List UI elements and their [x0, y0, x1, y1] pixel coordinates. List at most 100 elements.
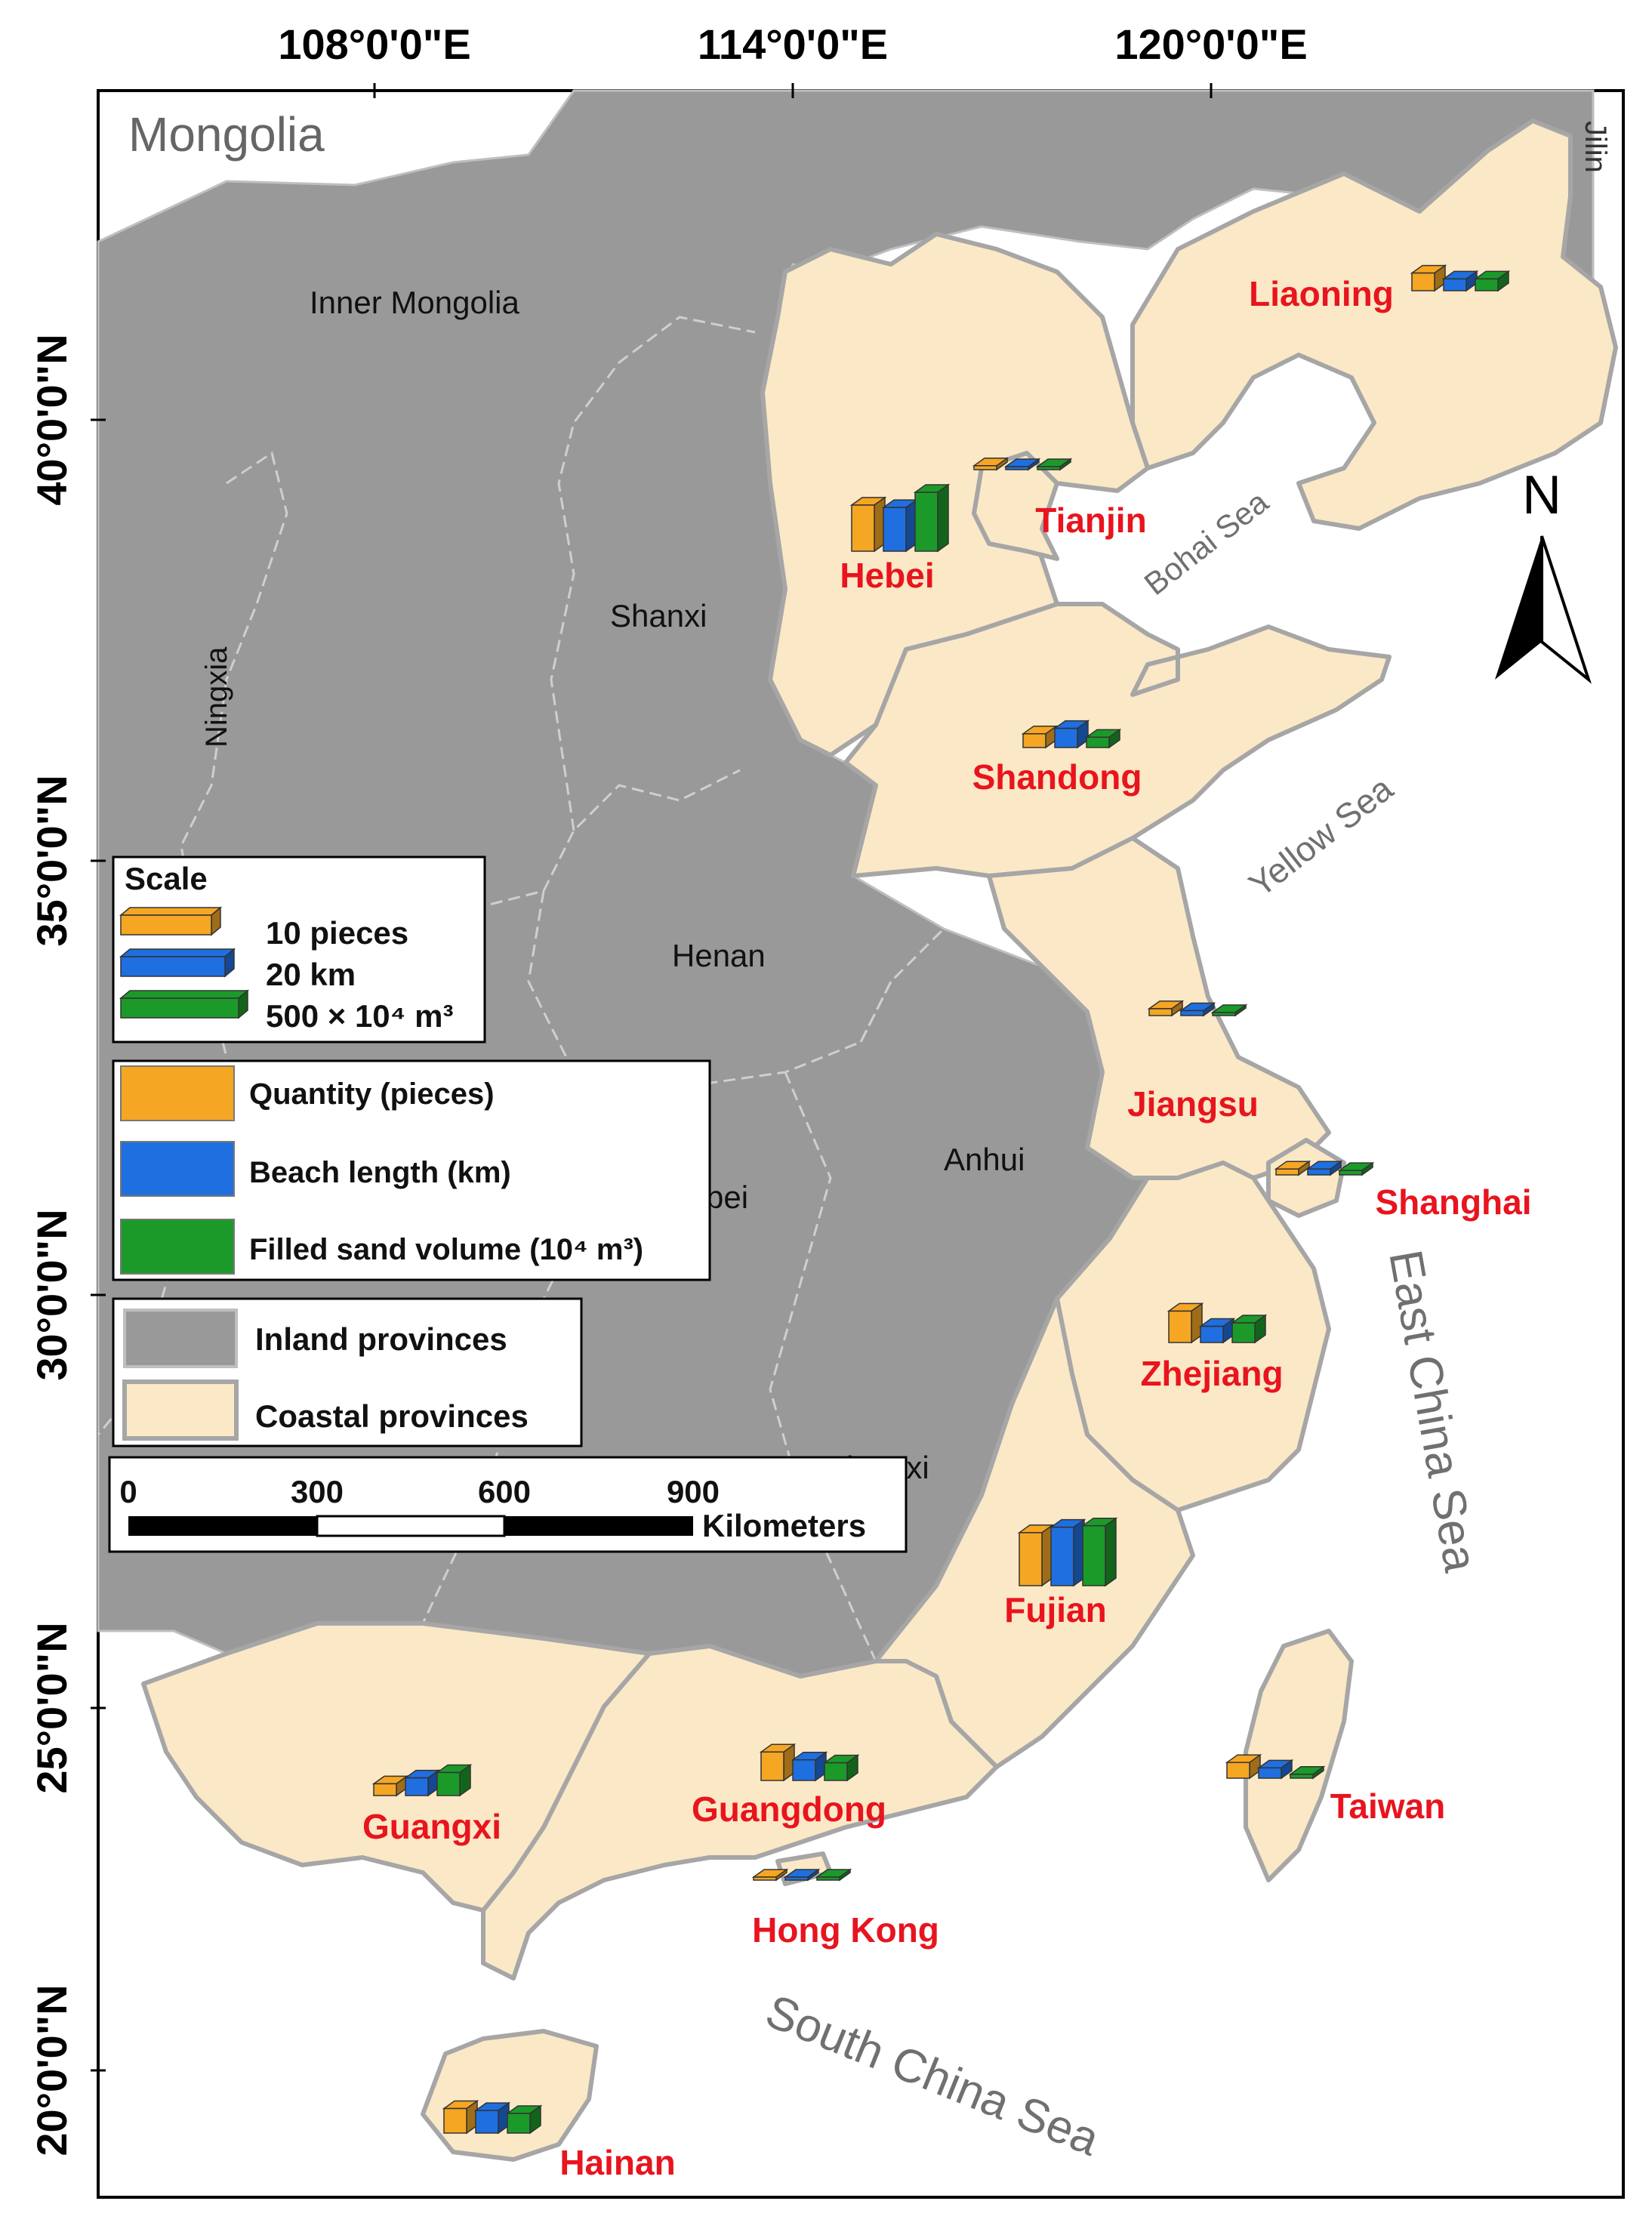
- bar-guangxi-volume-front: [436, 1771, 461, 1796]
- bar-group-shandong: [1021, 720, 1122, 749]
- bar-hainan-length: [473, 2101, 511, 2135]
- legend-scale-label-volume: 500 × 10⁴ m³: [266, 998, 453, 1034]
- bar-shanghai-length-front: [1307, 1168, 1331, 1176]
- bar-fujian-volume-side: [1105, 1517, 1117, 1587]
- bar-hebei-volume-front: [914, 492, 938, 552]
- scale-bar: 0 300 600 900 Kilometers: [108, 1456, 908, 1553]
- bar-guangxi-volume: [435, 1763, 473, 1797]
- bar-shanghai-length: [1305, 1160, 1343, 1176]
- bar-liaoning-quantity-front: [1411, 272, 1435, 291]
- province-hebei: [760, 232, 1150, 757]
- bar-tianjin-length: [1003, 458, 1041, 471]
- bar-hebei-length-front: [883, 507, 907, 552]
- north-arrow-label: N: [1522, 465, 1561, 526]
- legend-series-label-volume: Filled sand volume (10⁴ m³): [249, 1233, 643, 1266]
- lon-label-120: 120°0'0"E: [1114, 20, 1307, 68]
- legend-scale-box: Scale 10 pieces 20 km 500 × 10⁴ m³: [112, 855, 486, 1044]
- bar-shanghai-volume-front: [1339, 1170, 1363, 1176]
- bar-zhejiang-volume: [1230, 1314, 1268, 1344]
- legend-scale-swatch-quantity-front: [120, 914, 212, 936]
- bar-group-hainan: [442, 2100, 543, 2135]
- bar-shandong-quantity-front: [1022, 733, 1046, 748]
- lat-label-25: 25°0'0"N: [28, 1622, 76, 1793]
- bar-guangdong-length-front: [792, 1759, 816, 1781]
- bar-hong-kong-length: [783, 1868, 821, 1882]
- legend-scale-swatch-length-front: [120, 956, 226, 977]
- bar-jiangsu-quantity: [1147, 1000, 1185, 1017]
- bar-hainan-volume: [505, 2104, 543, 2135]
- bar-guangdong-quantity: [759, 1743, 797, 1782]
- bar-guangdong-volume-front: [824, 1762, 848, 1781]
- bar-shandong-volume-front: [1086, 736, 1110, 748]
- bar-jiangsu-quantity-front: [1148, 1008, 1173, 1016]
- bar-jiangsu-volume: [1210, 1003, 1248, 1017]
- bar-hong-kong-quantity-front: [753, 1876, 777, 1881]
- legend-scale-swatch-volume: [119, 989, 250, 1019]
- bar-guangdong-quantity-front: [760, 1751, 784, 1781]
- bar-group-hong-kong: [751, 1868, 852, 1882]
- label-jilin: Jilin: [1579, 121, 1612, 173]
- province-label-zhejiang: Zhejiang: [1140, 1354, 1283, 1393]
- legend-area-label-coastal: Coastal provinces: [255, 1398, 529, 1434]
- bar-jiangsu-volume-front: [1212, 1012, 1236, 1016]
- bar-guangdong-length: [791, 1751, 828, 1782]
- legend-scale-title: Scale: [125, 861, 208, 896]
- north-arrow-left: [1495, 536, 1542, 680]
- bar-tianjin-volume: [1035, 458, 1073, 471]
- legend-series-label-length: Beach length (km): [249, 1156, 511, 1189]
- province-label-shandong: Shandong: [972, 757, 1142, 797]
- bar-tianjin-quantity-front: [973, 465, 997, 470]
- scale-bar-tick-600: 600: [478, 1474, 531, 1509]
- bar-zhejiang-length-front: [1200, 1325, 1224, 1343]
- province-label-hebei: Hebei: [840, 556, 934, 595]
- province-label-guangdong: Guangdong: [692, 1790, 886, 1829]
- bar-hainan-volume-front: [507, 2113, 531, 2134]
- scale-bar-frame: [108, 1456, 908, 1553]
- legend-series-box: Quantity (pieces) Beach length (km) Fill…: [112, 1059, 711, 1281]
- legend-area-box: Inland provinces Coastal provinces: [112, 1297, 583, 1447]
- bar-hebei-quantity: [849, 496, 887, 553]
- label-henan: Henan: [672, 938, 766, 973]
- legend-area-label-inland: Inland provinces: [255, 1321, 507, 1357]
- legend-scale-swatch-length: [119, 948, 236, 978]
- bar-shanghai-quantity: [1274, 1160, 1311, 1176]
- bar-tianjin-volume-front: [1037, 466, 1061, 470]
- bar-fujian-quantity: [1017, 1524, 1055, 1587]
- bar-guangdong-volume: [822, 1754, 860, 1782]
- bar-hainan-quantity: [442, 2100, 479, 2135]
- bar-guangxi-quantity-front: [373, 1783, 397, 1796]
- label-mongolia: Mongolia: [128, 107, 325, 162]
- bar-hong-kong-length-front: [784, 1876, 809, 1881]
- scale-bar-tick-0: 0: [119, 1474, 137, 1509]
- bar-liaoning-volume: [1473, 270, 1511, 292]
- bar-zhejiang-quantity-front: [1168, 1310, 1192, 1343]
- scale-bar-seg-2: [316, 1515, 506, 1537]
- bar-shanghai-quantity-front: [1275, 1168, 1299, 1176]
- bar-fujian-length-front: [1050, 1526, 1074, 1586]
- bar-hebei-volume-side: [937, 483, 949, 553]
- bar-taiwan-length-front: [1258, 1767, 1282, 1779]
- province-label-tianjin: Tianjin: [1035, 501, 1146, 540]
- lat-label-30: 30°0'0"N: [28, 1209, 76, 1380]
- bar-fujian-length: [1049, 1518, 1086, 1587]
- bar-fujian-quantity-front: [1019, 1532, 1043, 1586]
- bar-liaoning-quantity: [1410, 264, 1447, 292]
- legend-scale-swatch-volume-top: [119, 990, 250, 999]
- province-taiwan: [1244, 1629, 1354, 1882]
- north-arrow: N: [1495, 465, 1592, 684]
- bar-group-zhejiang: [1167, 1302, 1268, 1344]
- bar-group-tianjin: [972, 457, 1073, 471]
- longitude-labels: 108°0'0"E 114°0'0"E 120°0'0"E: [278, 20, 1307, 68]
- bar-tianjin-quantity: [972, 457, 1009, 471]
- bar-fujian-volume-front: [1082, 1524, 1106, 1586]
- lon-label-108: 108°0'0"E: [278, 20, 470, 68]
- scale-bar-tick-900: 900: [667, 1474, 720, 1509]
- bar-zhejiang-length: [1198, 1318, 1236, 1344]
- bar-hong-kong-quantity: [751, 1868, 789, 1882]
- graticule-ticks: [91, 83, 1213, 2072]
- province-label-shanghai: Shanghai: [1375, 1182, 1531, 1222]
- bar-hebei-quantity-front: [851, 504, 875, 552]
- bar-group-guangxi: [371, 1763, 473, 1797]
- province-label-liaoning: Liaoning: [1249, 274, 1394, 313]
- legend-scale-swatch-length-top: [119, 948, 236, 957]
